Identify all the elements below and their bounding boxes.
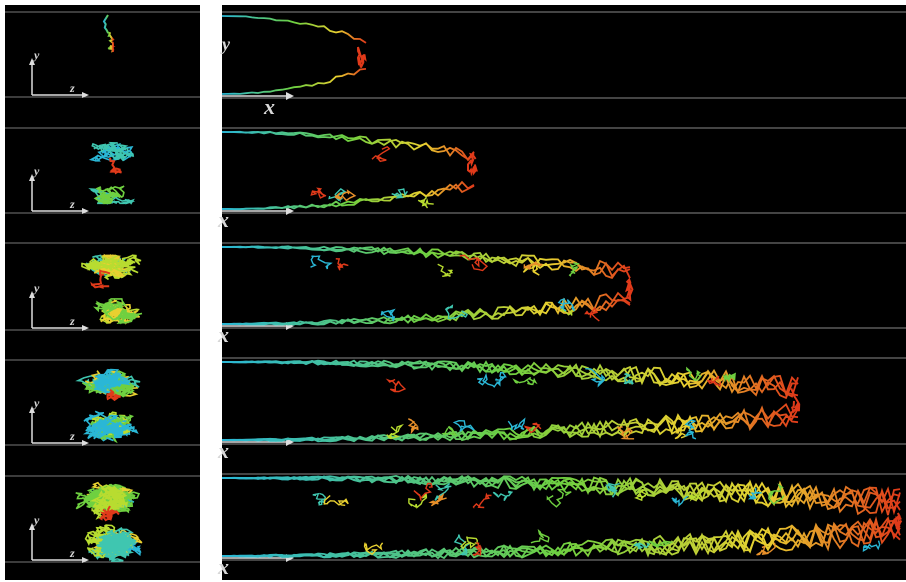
z-axis-label: z <box>69 314 75 328</box>
z-axis-label: z <box>69 81 75 95</box>
y-axis-label: y <box>32 513 40 527</box>
x-axis-label: x <box>217 554 229 579</box>
y-axis-label: y <box>220 34 231 54</box>
x-axis-label: x <box>217 207 229 232</box>
y-axis-label: y <box>32 164 40 178</box>
y-axis-label: y <box>32 48 40 62</box>
z-axis-label: z <box>69 546 75 560</box>
x-axis-label: x <box>217 438 229 463</box>
y-axis-label: y <box>32 281 40 295</box>
z-axis-label: z <box>69 429 75 443</box>
x-axis-label: x <box>217 322 229 347</box>
figure: y z y z y z y z y z y x x x x x <box>0 0 906 582</box>
z-axis-label: z <box>69 197 75 211</box>
y-axis-label: y <box>32 396 40 410</box>
x-axis-label: x <box>263 94 275 119</box>
